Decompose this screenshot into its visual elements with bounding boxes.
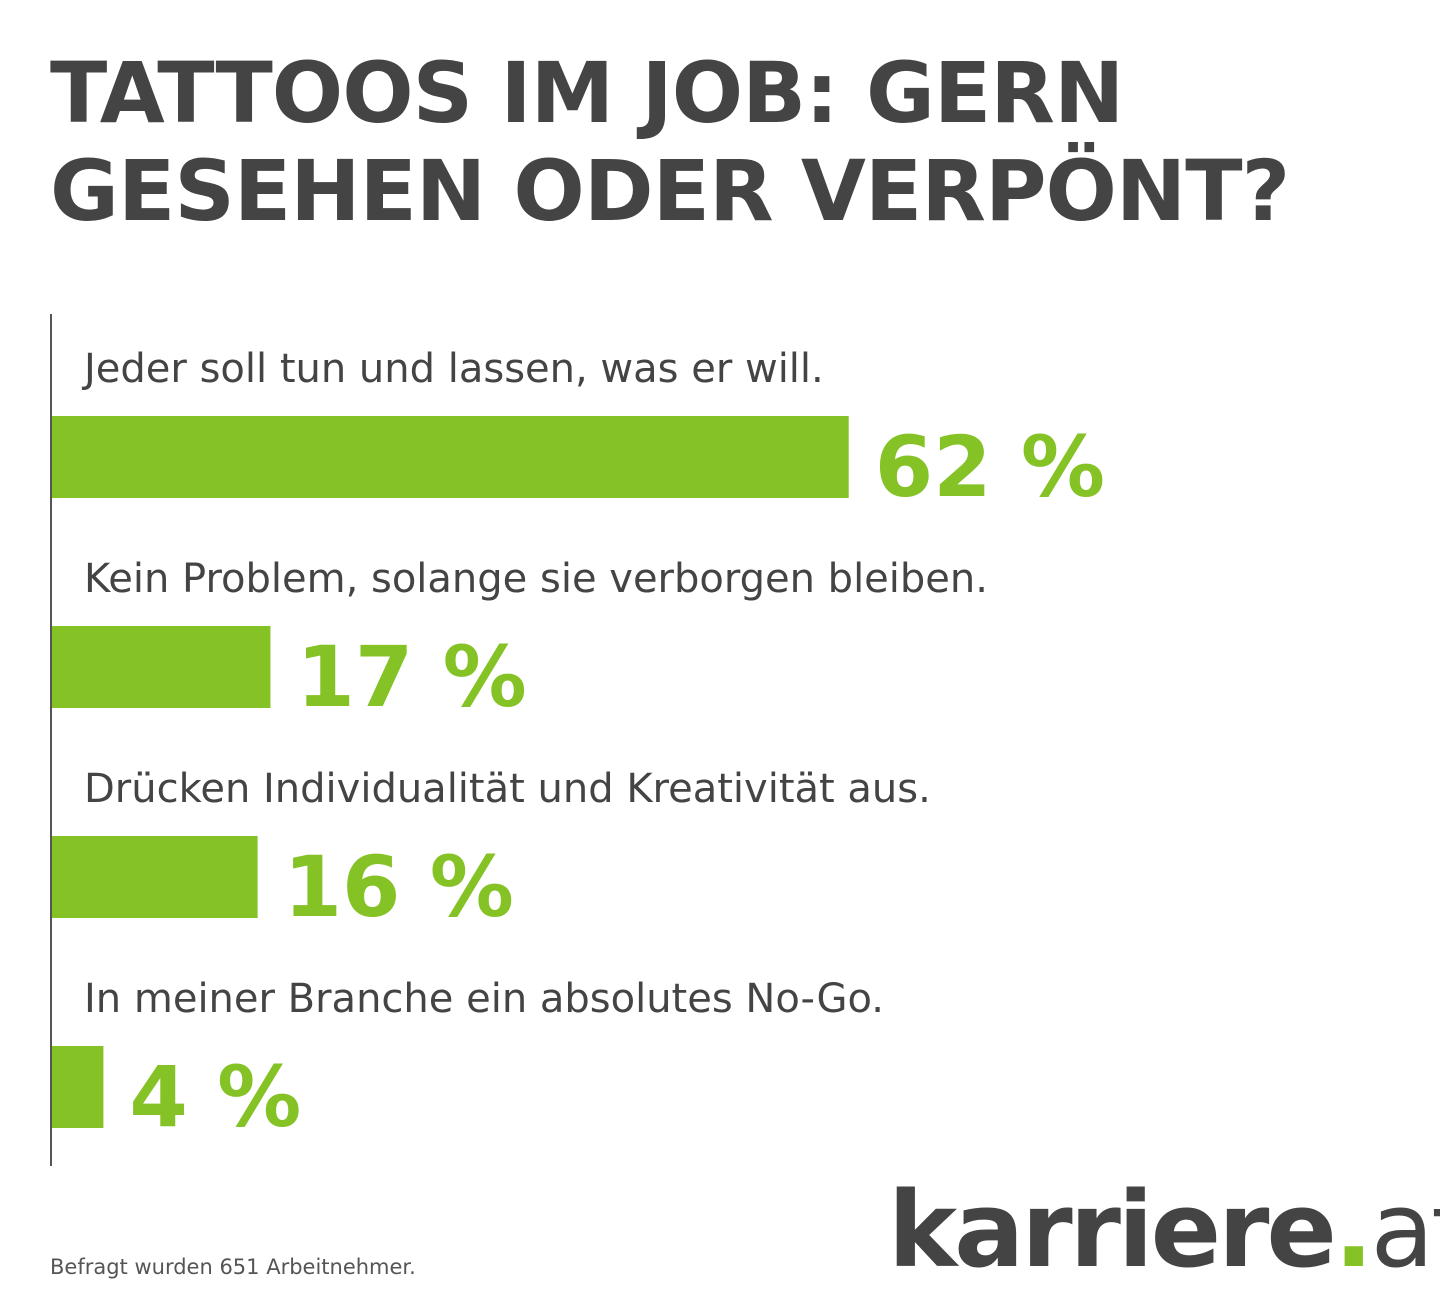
value-label: 16 % — [284, 838, 514, 936]
value-label: 17 % — [296, 628, 526, 726]
bar — [52, 836, 258, 918]
value-label: 4 % — [129, 1048, 301, 1146]
logo-dot: . — [1333, 1169, 1373, 1291]
bar — [52, 626, 271, 708]
category-label: Jeder soll tun und lassen, was er will. — [81, 346, 824, 392]
bar — [52, 1046, 104, 1128]
page-title: TATTOOS IM JOB: GERN GESEHEN ODER VERPÖN… — [50, 44, 1290, 240]
value-label: 62 % — [875, 418, 1105, 516]
bar — [52, 416, 849, 498]
category-label: Kein Problem, solange sie verborgen blei… — [84, 556, 988, 602]
karriere-logo: karriere.at — [888, 1178, 1440, 1282]
footnote: Befragt wurden 651 Arbeitnehmer. — [50, 1255, 416, 1279]
category-label: Drücken Individualität und Kreativität a… — [84, 766, 931, 812]
logo-tld: at — [1370, 1169, 1440, 1291]
category-label: In meiner Branche ein absolutes No-Go. — [84, 976, 884, 1022]
logo-name: karriere — [888, 1169, 1337, 1291]
